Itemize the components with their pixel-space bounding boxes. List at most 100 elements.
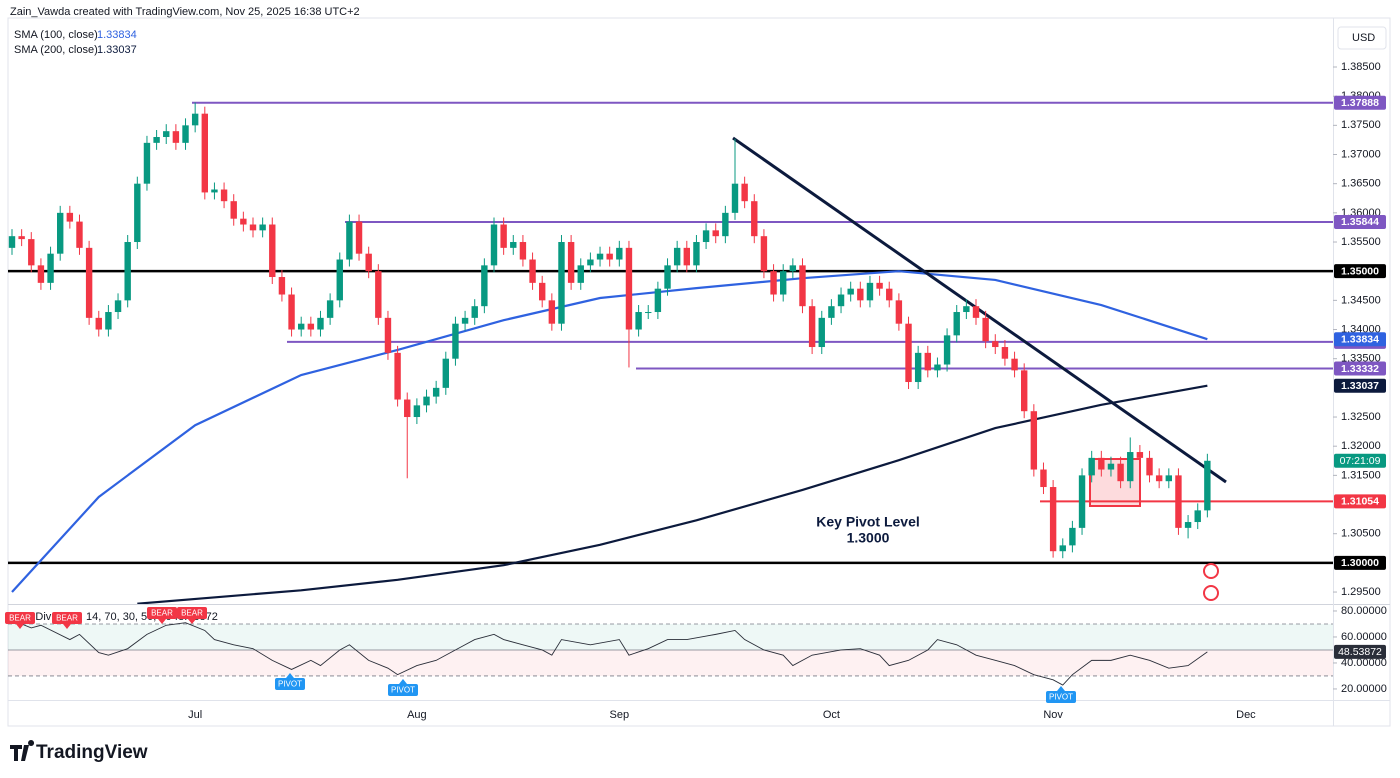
candle-body: [722, 212, 729, 237]
candle-body: [153, 137, 160, 143]
signal-box: [1046, 691, 1076, 703]
candle-body: [1155, 475, 1163, 482]
price-label-box: [1334, 378, 1386, 393]
candle-body: [346, 221, 353, 260]
candle-body: [1146, 457, 1153, 476]
candle-body: [355, 221, 363, 254]
signal-label: BEAR: [56, 614, 78, 623]
candle-body: [828, 306, 835, 318]
candle-body: [1107, 463, 1115, 470]
price-label-box: [1334, 264, 1386, 279]
candle-body: [317, 317, 324, 330]
signal-box: [275, 678, 305, 690]
candle-body: [163, 131, 170, 138]
signal-label: PIVOT: [391, 686, 415, 695]
candle-body: [143, 142, 151, 184]
candle-body: [230, 201, 237, 219]
sma-legend-value: 1.33834: [97, 29, 137, 41]
y-tick-label: 1.32500: [1341, 411, 1381, 423]
candle-body: [837, 294, 845, 307]
candle-body: [1117, 463, 1124, 482]
rsi-value-box: [1334, 644, 1386, 659]
candle-body: [683, 247, 690, 266]
candle-body: [259, 224, 266, 231]
rsi-tick-label: 20.00000: [1341, 683, 1387, 695]
price-label-box: [1334, 95, 1386, 110]
candle-body: [1021, 370, 1028, 412]
candle-body: [182, 125, 189, 143]
rsi-value: 48.53872: [1338, 646, 1382, 658]
signal-label: BEAR: [181, 609, 203, 618]
candle-body: [471, 306, 478, 318]
candle-body: [924, 352, 931, 371]
candle-body: [606, 253, 613, 260]
candle-body: [432, 387, 440, 397]
candle-body: [1127, 452, 1134, 482]
candle-body: [982, 317, 989, 342]
signal-box: [52, 612, 82, 624]
currency-box[interactable]: [1337, 26, 1387, 50]
brand: TradingView: [36, 742, 148, 763]
countdown-box: [1334, 453, 1386, 468]
candle-body: [211, 189, 218, 193]
candle-body: [519, 242, 527, 260]
candle-body: [269, 224, 276, 278]
y-tick-label: 1.31500: [1341, 469, 1381, 481]
candle-body: [172, 131, 180, 143]
signal-label: BEAR: [9, 614, 31, 623]
candle-body: [66, 212, 74, 222]
candle-body: [114, 300, 122, 313]
candle-body: [808, 306, 816, 348]
rsi-band-lower: [8, 649, 1333, 676]
candle-body: [336, 259, 343, 301]
candle-body: [943, 335, 951, 365]
candle-body: [375, 271, 382, 318]
candle-body: [95, 317, 102, 330]
candle-body: [500, 224, 507, 248]
signal-pointer: [16, 624, 24, 629]
candle-body: [992, 341, 999, 348]
y-tick-label: 1.30500: [1341, 528, 1381, 540]
sma-line: [137, 384, 1208, 604]
candle-body: [1030, 411, 1038, 470]
candle-body: [567, 242, 575, 283]
candle-body: [1165, 475, 1172, 482]
candle-body: [28, 239, 35, 266]
candle-body: [365, 253, 372, 272]
candle-body: [963, 306, 970, 313]
candle-body: [857, 288, 864, 301]
signal-pointer: [1057, 686, 1065, 691]
candle-body: [1204, 460, 1211, 511]
x-tick-label: Oct: [823, 709, 840, 721]
rsi-pane: [8, 619, 1333, 686]
sma-legend-name: SMA (100, close): [14, 29, 98, 41]
candle-body: [85, 247, 93, 318]
plot-area: [8, 101, 1333, 604]
candle-body: [616, 247, 623, 260]
price-label-box: [1334, 214, 1386, 229]
price-label: 1.31054: [1341, 496, 1379, 508]
sma-legend-name: SMA (200, close): [14, 44, 98, 56]
candle-body: [384, 317, 392, 353]
candle-body: [298, 323, 305, 330]
candle-body: [57, 212, 64, 254]
price-label: 1.37888: [1341, 97, 1379, 109]
candle-body: [240, 218, 247, 225]
rsi-tick-label: 60.00000: [1341, 631, 1387, 643]
candle-body: [905, 323, 912, 383]
candle-body: [442, 358, 449, 388]
candle-body: [693, 242, 700, 266]
y-tick-label: 1.32000: [1341, 440, 1381, 452]
candle-body: [645, 312, 652, 314]
trendline: [732, 136, 1227, 484]
annotation: Key Pivot Level: [816, 514, 920, 530]
candle-body: [914, 352, 922, 383]
price-label: 1.35000: [1341, 265, 1379, 277]
x-tick-label: Aug: [407, 709, 427, 721]
candle-body: [201, 113, 208, 193]
y-tick-label: 1.37500: [1341, 119, 1381, 131]
candle-body: [712, 230, 719, 237]
candle-body: [288, 294, 295, 330]
candle-body: [105, 312, 112, 330]
